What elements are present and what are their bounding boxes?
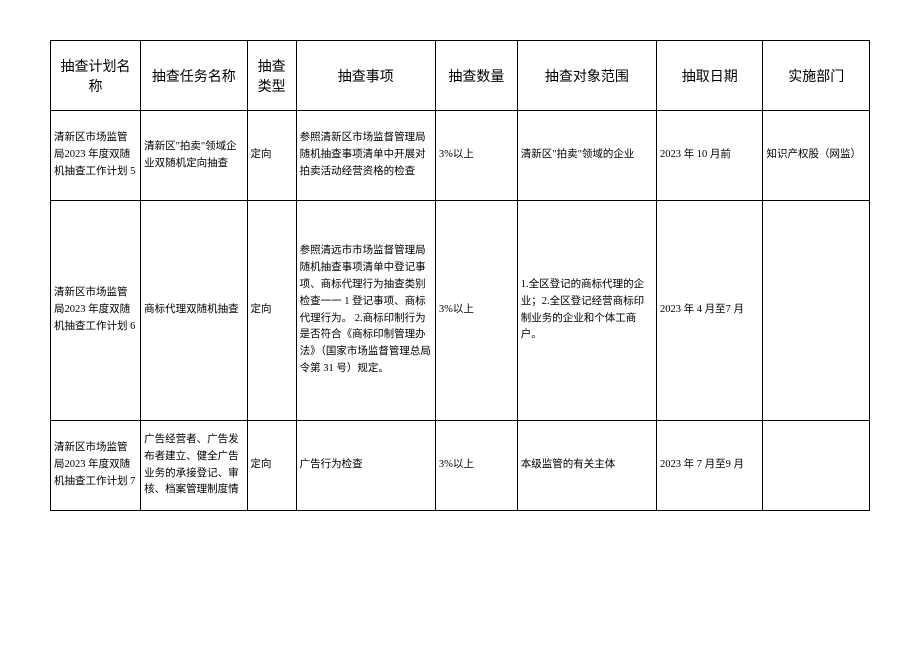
cell-scope: 本级监管的有关主体 xyxy=(517,421,656,511)
cell-dept: 知识产权股（网监） xyxy=(763,111,870,201)
cell-matter: 广告行为检查 xyxy=(296,421,435,511)
cell-task: 广告经营者、广告发布者建立、健全广告业务的承接登记、审核、档案管理制度情 xyxy=(141,421,247,511)
cell-date: 2023 年 4 月至7 月 xyxy=(657,201,763,421)
header-dept: 实施部门 xyxy=(763,41,870,111)
inspection-plan-table: 抽查计划名称 抽查任务名称 抽查类型 抽查事项 抽查数量 抽查对象范围 抽取日期… xyxy=(50,40,870,511)
cell-qty: 3%以上 xyxy=(435,421,517,511)
cell-scope: 1.全区登记的商标代理的企业；2.全区登记经营商标印制业务的企业和个体工商户。 xyxy=(517,201,656,421)
cell-dept xyxy=(763,201,870,421)
cell-date: 2023 年 7 月至9 月 xyxy=(657,421,763,511)
header-task: 抽查任务名称 xyxy=(141,41,247,111)
header-date: 抽取日期 xyxy=(657,41,763,111)
table-row: 清新区市场监管局2023 年度双随机抽查工作计划 7 广告经营者、广告发布者建立… xyxy=(51,421,870,511)
cell-type: 定向 xyxy=(247,111,296,201)
cell-matter: 参照清新区市场监督管理局随机抽查事项清单中开展对拍卖活动经营资格的检查 xyxy=(296,111,435,201)
cell-task: 商标代理双随机抽查 xyxy=(141,201,247,421)
cell-dept xyxy=(763,421,870,511)
header-type: 抽查类型 xyxy=(247,41,296,111)
cell-plan: 清新区市场监管局2023 年度双随机抽查工作计划 7 xyxy=(51,421,141,511)
header-qty: 抽查数量 xyxy=(435,41,517,111)
header-matter: 抽查事项 xyxy=(296,41,435,111)
cell-plan: 清新区市场监管局2023 年度双随机抽查工作计划 5 xyxy=(51,111,141,201)
cell-matter: 参照清远市市场监督管理局随机抽查事项清单中登记事项、商标代理行为抽查类别检查一一… xyxy=(296,201,435,421)
header-plan: 抽查计划名称 xyxy=(51,41,141,111)
cell-date: 2023 年 10 月前 xyxy=(657,111,763,201)
cell-plan: 清新区市场监管局2023 年度双随机抽查工作计划 6 xyxy=(51,201,141,421)
cell-qty: 3%以上 xyxy=(435,201,517,421)
cell-type: 定向 xyxy=(247,201,296,421)
header-scope: 抽查对象范围 xyxy=(517,41,656,111)
table-row: 清新区市场监管局2023 年度双随机抽查工作计划 6 商标代理双随机抽查 定向 … xyxy=(51,201,870,421)
table-row: 清新区市场监管局2023 年度双随机抽查工作计划 5 清新区"拍卖"领域企业双随… xyxy=(51,111,870,201)
cell-qty: 3%以上 xyxy=(435,111,517,201)
cell-task: 清新区"拍卖"领域企业双随机定向抽查 xyxy=(141,111,247,201)
table-header-row: 抽查计划名称 抽查任务名称 抽查类型 抽查事项 抽查数量 抽查对象范围 抽取日期… xyxy=(51,41,870,111)
cell-scope: 清新区"拍卖"领域的企业 xyxy=(517,111,656,201)
cell-type: 定向 xyxy=(247,421,296,511)
